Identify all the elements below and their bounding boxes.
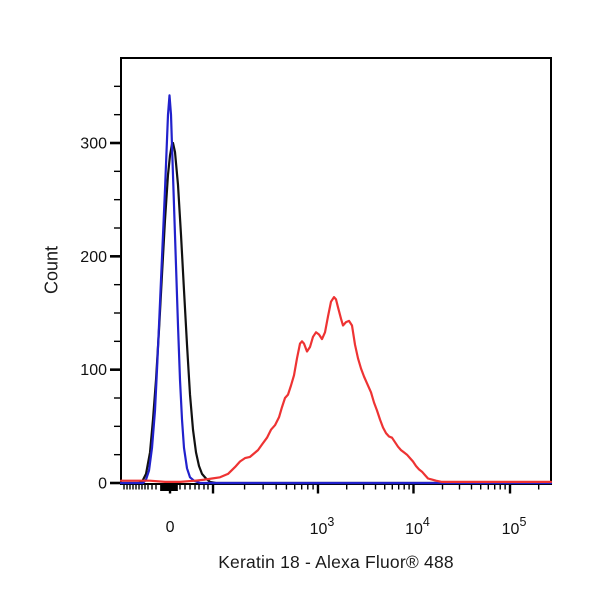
y-axis-label-text: Count [41, 245, 62, 295]
y-tick-label: 300 [80, 136, 107, 153]
x-tick-label: 0 [166, 519, 175, 536]
red-curve [119, 296, 553, 483]
x-tick-label: 105 [502, 515, 527, 538]
y-tick-label: 100 [80, 362, 107, 379]
x-axis-label: Keratin 18 - Alexa Fluor® 488 [218, 552, 454, 572]
plot-frame [120, 57, 552, 485]
x-tick-label: 103 [310, 515, 335, 538]
y-tick-label: 0 [98, 476, 107, 493]
x-tick-label: 104 [405, 515, 430, 538]
blue-curve [119, 94, 553, 485]
y-tick-label: 200 [80, 249, 107, 266]
black-curve [119, 141, 553, 485]
